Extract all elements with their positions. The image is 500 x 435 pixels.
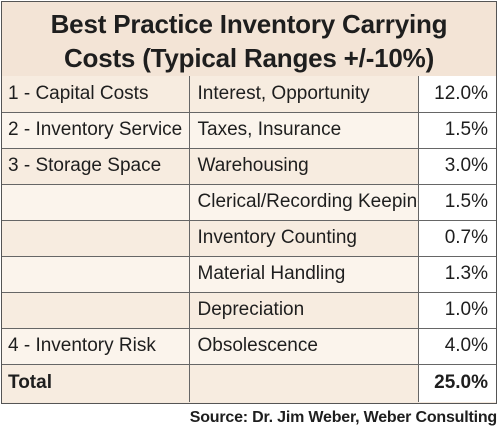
table-row: Clerical/Recording Keeping 1.5% (2, 183, 496, 221)
value-cell: 1.5% (417, 183, 496, 221)
category-cell: 4 - Inventory Risk (2, 327, 190, 365)
category-cell (2, 291, 190, 329)
title-line-2: Costs (Typical Ranges +/-10%) (63, 43, 435, 73)
item-cell: Depreciation (188, 291, 419, 329)
value-cell: 4.0% (417, 327, 496, 365)
value-cell: 1.0% (417, 291, 496, 329)
category-cell: 3 - Storage Space (2, 147, 190, 185)
table-row: Depreciation 1.0% (2, 291, 496, 329)
item-cell: Obsolescence (188, 327, 419, 365)
total-label: Total (2, 363, 190, 402)
table-row: 3 - Storage Space Warehousing 3.0% (2, 147, 496, 185)
value-cell: 1.3% (417, 255, 496, 293)
category-cell (2, 219, 190, 257)
category-cell: 2 - Inventory Service (2, 111, 190, 149)
category-cell: 1 - Capital Costs (2, 76, 190, 113)
value-cell: 12.0% (417, 76, 496, 113)
table-row: Material Handling 1.3% (2, 255, 496, 293)
item-cell: Material Handling (188, 255, 419, 293)
total-row: Total 25.0% (2, 363, 496, 402)
value-cell: 1.5% (417, 111, 496, 149)
item-cell: Interest, Opportunity (188, 76, 419, 113)
total-value: 25.0% (417, 363, 496, 402)
item-cell: Warehousing (188, 147, 419, 185)
value-cell: 0.7% (417, 219, 496, 257)
value-cell: 3.0% (417, 147, 496, 185)
category-cell (2, 255, 190, 293)
table-row: Inventory Counting 0.7% (2, 219, 496, 257)
item-cell: Clerical/Recording Keeping (188, 183, 419, 221)
table-row: 1 - Capital Costs Interest, Opportunity … (2, 76, 496, 113)
table-row: 4 - Inventory Risk Obsolescence 4.0% (2, 327, 496, 365)
item-cell: Taxes, Insurance (188, 111, 419, 149)
category-cell (2, 183, 190, 221)
cost-table-panel: Best Practice Inventory Carrying Costs (… (1, 1, 497, 404)
item-cell: Inventory Counting (188, 219, 419, 257)
title-line-1: Best Practice Inventory Carrying (50, 9, 448, 39)
table-row: 2 - Inventory Service Taxes, Insurance 1… (2, 111, 496, 149)
total-item-cell (188, 363, 419, 402)
carrying-costs-table: 1 - Capital Costs Interest, Opportunity … (2, 76, 496, 402)
source-credit: Source: Dr. Jim Weber, Weber Consulting (189, 409, 497, 426)
table-title: Best Practice Inventory Carrying Costs (… (2, 2, 496, 77)
